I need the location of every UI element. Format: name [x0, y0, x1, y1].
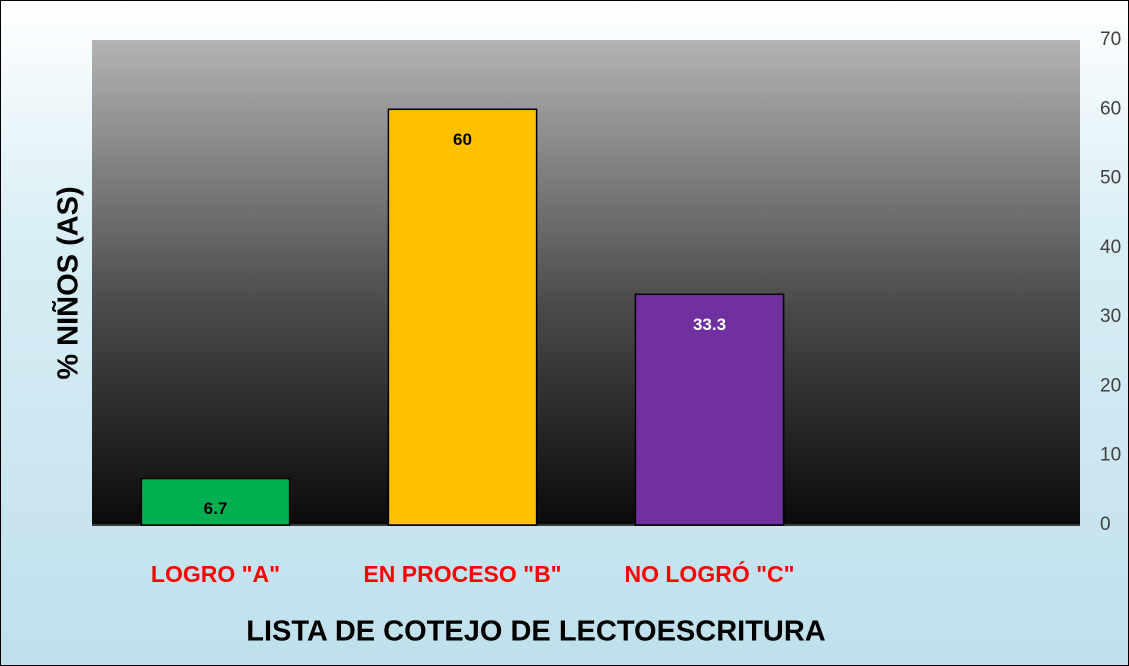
data-label: 60	[453, 130, 472, 149]
plot-area	[92, 40, 1080, 525]
x-axis-title: LISTA DE COTEJO DE LECTOESCRITURA	[246, 616, 826, 648]
bar	[140, 477, 291, 526]
bar	[634, 293, 785, 526]
y-tick-label: 10	[1100, 445, 1121, 466]
y-tick-label: 20	[1100, 375, 1121, 396]
y-axis-title: % NIÑOS (AS)	[51, 186, 85, 379]
y-tick-label: 60	[1100, 98, 1121, 119]
x-tick-label: NO LOGRÓ "C"	[624, 560, 794, 587]
data-label: 33.3	[693, 315, 726, 334]
y-tick-label: 0	[1100, 514, 1111, 535]
y-tick-label: 30	[1100, 306, 1121, 327]
bar	[387, 108, 538, 526]
y-tick-label: 50	[1100, 168, 1121, 189]
x-tick-label: LOGRO "A"	[151, 561, 280, 587]
x-tick-label: EN PROCESO "B"	[363, 561, 561, 587]
y-tick-label: 40	[1100, 237, 1121, 258]
y-tick-label: 70	[1100, 29, 1121, 50]
data-label: 6.7	[204, 499, 228, 518]
